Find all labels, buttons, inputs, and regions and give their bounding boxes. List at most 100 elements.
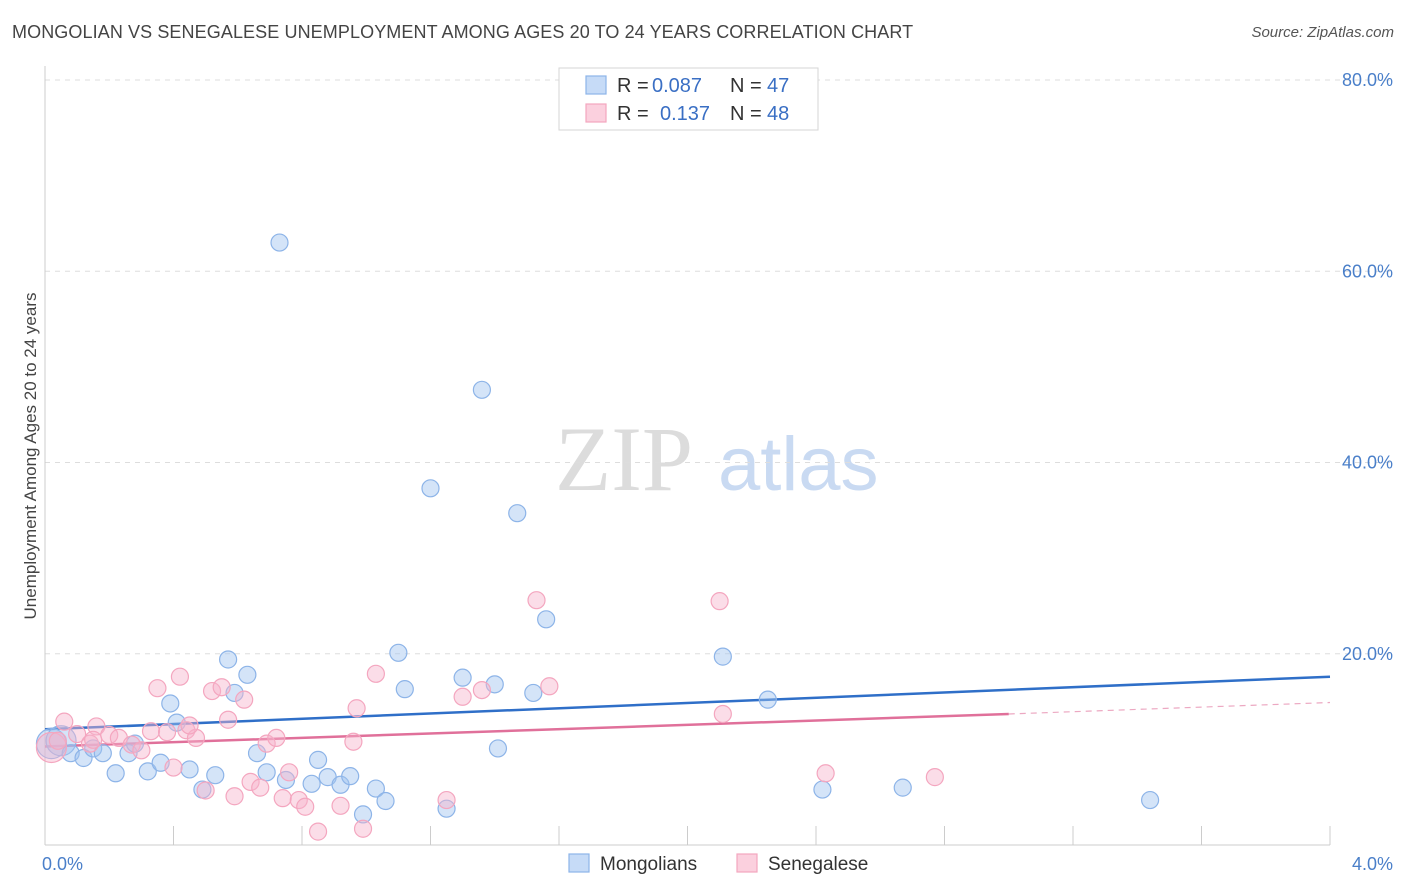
mongolians-point (376, 791, 395, 811)
mongolians-point (758, 690, 777, 709)
mongolians-point (813, 780, 832, 799)
senegalese-point (122, 735, 141, 754)
mongolians-point (161, 694, 180, 713)
chart-title: MONGOLIAN VS SENEGALESE UNEMPLOYMENT AMO… (12, 22, 914, 42)
mongolians-point (138, 762, 157, 781)
senegalese-point (132, 741, 151, 760)
senegalese-point (344, 732, 363, 751)
senegalese-point (527, 591, 546, 610)
mongolians-point (366, 779, 385, 798)
x-tick-label-left: 0.0% (42, 854, 83, 874)
senegalese-point (366, 664, 385, 683)
senegalese-point (87, 717, 106, 736)
senegalese-point (157, 723, 177, 742)
series-legend: Mongolians Senegalese (568, 853, 868, 875)
senegalese-point (219, 710, 238, 729)
mongolians-point (341, 767, 360, 786)
watermark-atlas: atlas (718, 422, 879, 507)
mongolians-point (247, 744, 267, 763)
y-tick-label: 80.0% (1342, 70, 1393, 90)
senegalese-point (925, 768, 944, 787)
mongolians-point (353, 805, 373, 824)
senegalese-point (225, 787, 244, 806)
senegalese-point (148, 679, 167, 698)
mongolians-point (270, 233, 289, 252)
series-legend-swatch-senegalese (736, 853, 758, 873)
legend-n-label-2: N = (730, 103, 762, 125)
senegalese-point (48, 731, 67, 750)
source-credit: Source: ZipAtlas.com (1251, 24, 1394, 41)
senegalese-point (472, 680, 491, 700)
mongolians-point (893, 778, 912, 797)
series-legend-label-senegalese: Senegalese (768, 854, 868, 875)
trend-lines (44, 675, 1331, 748)
y-tick-label: 60.0% (1342, 261, 1393, 281)
senegalese-point (710, 592, 729, 611)
senegalese-point (241, 772, 260, 791)
mongolians-point (180, 760, 199, 779)
mongolians-point (106, 764, 125, 783)
series-legend-swatch-mongolians (568, 853, 590, 873)
senegalese-point (289, 790, 308, 810)
senegalese-points (35, 591, 944, 841)
mongolians-point (93, 744, 112, 763)
senegalese-point (235, 690, 254, 709)
senegalese-point (55, 712, 74, 731)
senegalese-point (35, 731, 68, 764)
y-tick-label: 20.0% (1342, 644, 1393, 664)
legend-n-value-1: 47 (767, 75, 789, 97)
mongolians-point (524, 683, 543, 703)
senegalese-point (713, 704, 732, 724)
x-tick-label-right: 4.0% (1352, 854, 1393, 874)
mongolians-point (302, 774, 321, 793)
watermark-zip: ZIP (555, 408, 693, 510)
senegalese-point (267, 728, 286, 748)
senegalese-point (212, 678, 231, 697)
senegalese-point (170, 667, 190, 686)
mongolians-point (508, 504, 527, 523)
legend-r-label-1: R = (617, 75, 649, 97)
senegalese-point (353, 819, 373, 838)
mongolians-point (472, 380, 491, 399)
mongolians-point (238, 665, 257, 684)
mongolians-point (206, 766, 225, 785)
trend-line-mongolians (44, 675, 1331, 731)
mongolians-point (453, 668, 472, 687)
mongolians-point (537, 610, 556, 629)
mongolians-point (219, 650, 238, 669)
mongolians-point (257, 763, 276, 782)
senegalese-point (816, 764, 835, 783)
tick-labels: 20.0% 40.0% 60.0% 80.0% 0.0% 4.0% (42, 70, 1393, 874)
senegalese-point (202, 681, 222, 701)
legend-r-label-2: R = (617, 103, 649, 125)
senegalese-point (180, 716, 199, 735)
senegalese-point (84, 730, 103, 749)
trend-line-senegalese (44, 712, 1009, 748)
senegalese-point (251, 778, 270, 797)
mongolians-point (308, 750, 328, 769)
axes (44, 66, 1331, 846)
mongolians-point (389, 643, 408, 662)
legend-r-value-1: 0.087 (652, 75, 702, 97)
senegalese-point (196, 781, 215, 800)
legend-n-label-1: N = (730, 75, 762, 97)
y-tick-label: 40.0% (1342, 453, 1393, 473)
senegalese-point (68, 724, 87, 744)
mongolians-points (35, 233, 1160, 824)
senegalese-point (141, 722, 161, 741)
trend-line-extension-senegalese (1008, 701, 1331, 715)
legend-n-value-2: 48 (767, 103, 789, 125)
mongolians-point (488, 739, 508, 758)
senegalese-point (331, 796, 350, 815)
legend-swatch-mongolians (585, 75, 607, 95)
mongolians-point (395, 680, 414, 699)
senegalese-point (273, 789, 292, 808)
senegalese-point (257, 734, 276, 753)
senegalese-point (308, 822, 328, 841)
legend-swatch-senegalese (585, 103, 607, 123)
mongolians-point (713, 647, 732, 666)
y-axis-label: Unemployment Among Ages 20 to 24 years (21, 293, 40, 620)
senegalese-point (296, 797, 315, 816)
senegalese-point (280, 763, 299, 782)
